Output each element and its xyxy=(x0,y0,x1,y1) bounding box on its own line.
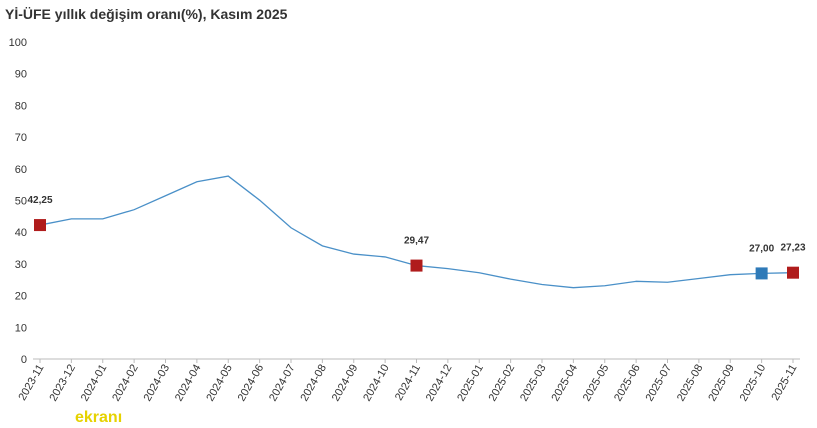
x-tick-label: 2025-03 xyxy=(518,363,549,404)
marker xyxy=(410,259,423,272)
x-tick-label: 2024-05 xyxy=(204,363,235,404)
y-tick-label: 90 xyxy=(15,69,27,81)
y-tick-label: 20 xyxy=(15,291,27,303)
y-tick-label: 100 xyxy=(9,37,27,49)
x-tick-label: 2025-01 xyxy=(455,363,486,404)
watermark: ekranı xyxy=(75,409,122,426)
x-tick-label: 2024-07 xyxy=(267,363,298,404)
value-label: 27,23 xyxy=(780,243,805,254)
x-tick-label: 2025-02 xyxy=(487,363,518,404)
x-tick-label: 2024-02 xyxy=(110,363,141,404)
y-tick-label: 50 xyxy=(15,196,27,208)
marker xyxy=(34,219,46,232)
x-tick-label: 2023-11 xyxy=(16,363,46,403)
value-label: 29,47 xyxy=(404,236,429,247)
y-tick-label: 70 xyxy=(15,132,27,144)
x-tick-label: 2024-06 xyxy=(236,363,267,404)
x-tick-label: 2024-08 xyxy=(298,363,329,404)
y-tick-label: 30 xyxy=(15,259,27,271)
marker xyxy=(755,267,768,280)
value-label: 42,25 xyxy=(27,195,52,206)
y-tick-label: 10 xyxy=(15,322,27,334)
x-tick-label: 2023-12 xyxy=(47,363,78,404)
x-tick-label: 2025-05 xyxy=(581,363,612,404)
x-tick-label: 2025-04 xyxy=(549,363,580,404)
x-tick-label: 2025-07 xyxy=(644,363,675,404)
x-tick-label: 2024-09 xyxy=(330,363,361,404)
x-tick-label: 2024-11 xyxy=(393,363,423,403)
y-tick-label: 60 xyxy=(15,164,27,176)
y-tick-label: 40 xyxy=(15,227,27,239)
x-tick-label: 2025-08 xyxy=(675,363,706,404)
x-tick-label: 2024-12 xyxy=(424,363,455,404)
x-tick-label: 2024-04 xyxy=(173,363,204,404)
y-tick-label: 0 xyxy=(21,354,27,366)
x-tick-label: 2025-06 xyxy=(612,363,643,404)
x-tick-label: 2024-01 xyxy=(79,363,110,404)
x-tick-label: 2025-10 xyxy=(738,363,769,404)
x-tick-label: 2024-03 xyxy=(142,363,173,404)
marker xyxy=(787,266,799,279)
y-tick-label: 80 xyxy=(15,100,27,112)
chart-title: Yİ-ÜFE yıllık değişim oranı(%), Kasım 20… xyxy=(5,6,288,22)
value-label: 27,00 xyxy=(749,243,774,254)
x-tick-label: 2025-11 xyxy=(769,363,799,403)
x-tick-label: 2024-10 xyxy=(361,363,392,404)
x-tick-label: 2025-09 xyxy=(706,363,737,404)
